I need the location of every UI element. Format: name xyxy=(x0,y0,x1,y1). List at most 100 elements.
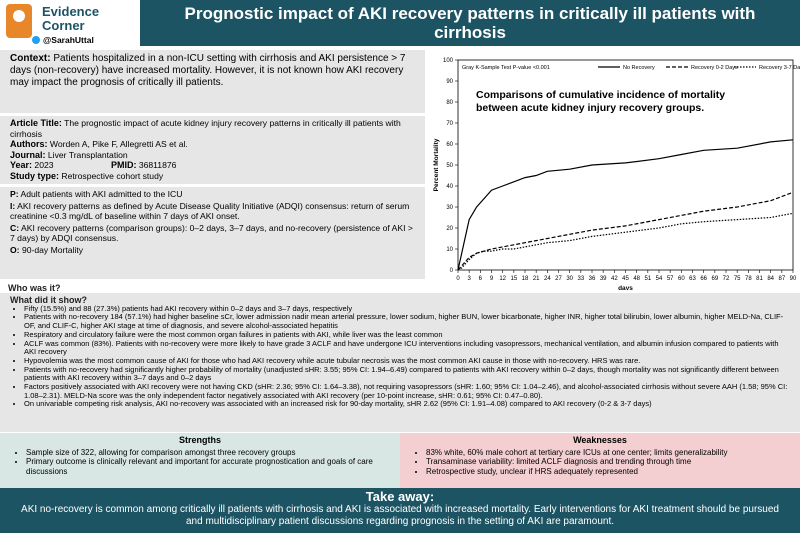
x-tick-label: 45 xyxy=(622,276,629,282)
x-tick-label: 30 xyxy=(566,276,573,282)
x-tick-label: 66 xyxy=(700,276,707,282)
section-title: What did it show? xyxy=(10,295,87,305)
chart-bg xyxy=(428,50,800,290)
takeaway-text: AKI no-recovery is common among critical… xyxy=(21,504,779,527)
legend-label: Recovery 3-7 Days xyxy=(759,65,800,71)
text: The prognostic impact of acute kidney in… xyxy=(10,118,401,139)
x-tick-label: 69 xyxy=(711,276,718,282)
x-tick-label: 6 xyxy=(479,276,483,282)
logo-art: Evidence Corner @SarahUttal xyxy=(6,4,99,45)
text: Adult patients with AKI admitted to the … xyxy=(20,189,183,199)
x-tick-label: 81 xyxy=(756,276,763,282)
y-tick-label: 10 xyxy=(446,247,453,253)
label: PMID: xyxy=(110,160,137,171)
x-tick-label: 39 xyxy=(600,276,607,282)
bullet: ACLF was common (83%). Patients with no-… xyxy=(24,339,790,357)
bullet: Patients with no-recovery had significan… xyxy=(24,365,790,383)
weaknesses: Weaknesses 83% white, 60% male cohort at… xyxy=(400,433,800,488)
y-tick-label: 30 xyxy=(446,205,453,211)
pico-item: C: AKI recovery patterns (comparison gro… xyxy=(10,223,415,244)
legend-label: Recovery 0-2 Days xyxy=(691,65,738,71)
text: 90-day Mortality xyxy=(21,244,84,255)
label: Year: xyxy=(10,160,33,171)
annotation: Gray K-Sample Test P-value <0.001 xyxy=(462,65,550,71)
chart-caption: Comparisons of cumulative incidence of m… xyxy=(476,89,725,114)
logo-icon xyxy=(13,10,25,22)
text: Worden A, Pike F, Allegretti AS et al. xyxy=(49,139,188,150)
x-tick-label: 15 xyxy=(510,276,517,282)
x-tick-label: 57 xyxy=(667,276,674,282)
pico: P: Adult patients with AKI admitted to t… xyxy=(0,187,425,279)
label: Journal: xyxy=(10,149,46,160)
x-tick-label: 48 xyxy=(633,276,640,282)
text: 36811876 xyxy=(138,160,177,171)
takeaway: Take away: AKI no-recovery is common amo… xyxy=(0,488,800,533)
series-line xyxy=(457,191,794,271)
y-tick-label: 20 xyxy=(446,226,453,232)
section-title: Strengths xyxy=(178,435,221,445)
bullet-list: Sample size of 322, allowing for compari… xyxy=(12,448,388,477)
pico-item: P: Adult patients with AKI admitted to t… xyxy=(10,189,415,200)
label: O: xyxy=(10,244,20,255)
x-tick-label: 3 xyxy=(467,276,471,282)
bullet: Transaminase variability: limited ACLF d… xyxy=(426,457,788,467)
x-tick-label: 87 xyxy=(778,276,785,282)
bullet: Retrospective study, unclear if HRS adeq… xyxy=(426,467,788,477)
pico-item: I: AKI recovery patterns as defined by A… xyxy=(10,201,415,222)
x-tick-label: 24 xyxy=(544,276,551,282)
text: Retrospective cohort study xyxy=(61,170,164,181)
bullet: On univariable competing risk analysis, … xyxy=(24,400,790,409)
y-tick-label: 70 xyxy=(446,121,453,127)
x-tick-label: 36 xyxy=(589,276,596,282)
x-tick-label: 18 xyxy=(522,276,529,282)
x-tick-label: 84 xyxy=(767,276,774,282)
x-tick-label: 54 xyxy=(656,276,663,282)
label: P: xyxy=(10,189,19,199)
bullet: 83% white, 60% male cohort at tertiary c… xyxy=(426,448,788,458)
article-info: Article Title: The prognostic impact of … xyxy=(0,116,425,184)
takeaway-title: Take away: xyxy=(365,489,435,504)
x-tick-label: 75 xyxy=(734,276,741,282)
label: C: xyxy=(10,222,20,233)
x-tick-label: 42 xyxy=(611,276,618,282)
bullet: Fifty (15.5%) and 88 (27.3%) patients ha… xyxy=(24,304,790,314)
bullet: Sample size of 322, allowing for compari… xyxy=(26,448,388,458)
logo: Evidence Corner @SarahUttal xyxy=(0,0,140,46)
x-tick-label: 63 xyxy=(689,276,696,282)
series-line xyxy=(457,139,794,271)
x-tick-label: 78 xyxy=(745,276,752,282)
section-title: Who was it? xyxy=(8,283,61,293)
x-tick-label: 9 xyxy=(490,276,494,282)
label: Article Title: xyxy=(10,118,62,128)
text: 2023 xyxy=(34,160,54,171)
y-tick-label: 80 xyxy=(446,100,453,106)
x-tick-label: 21 xyxy=(533,276,540,282)
text: AKI recovery patterns as defined by Acut… xyxy=(10,200,410,222)
bullet: Primary outcome is clinically relevant a… xyxy=(26,457,388,476)
twitter-icon xyxy=(32,36,40,44)
pico-item: O: 90-day Mortality xyxy=(10,245,415,256)
x-tick-label: 12 xyxy=(499,276,506,282)
x-tick-label: 90 xyxy=(790,276,797,282)
label: Context: xyxy=(10,53,51,64)
x-tick-label: 51 xyxy=(644,276,651,282)
bullet: Patients with no-recovery 184 (57.1%) ha… xyxy=(24,312,790,330)
handle: @SarahUttal xyxy=(43,35,94,45)
y-tick-label: 40 xyxy=(446,184,453,190)
results-section: What did it show? Fifty (15.5%) and 88 (… xyxy=(0,293,800,432)
y-axis-label: Percent Mortality xyxy=(433,138,440,191)
label: Authors: xyxy=(10,139,48,150)
text: AKI recovery patterns (comparison groups… xyxy=(10,222,413,244)
bullet: Respiratory and circulatory failure were… xyxy=(24,330,790,340)
y-tick-label: 100 xyxy=(443,58,454,64)
bullet: Factors positively associated with AKI r… xyxy=(24,382,790,400)
x-tick-label: 72 xyxy=(723,276,730,282)
strengths: Strengths Sample size of 322, allowing f… xyxy=(0,433,400,488)
title: Prognostic impact of AKI recovery patter… xyxy=(140,0,800,46)
x-tick-label: 0 xyxy=(456,276,460,282)
brand: Corner xyxy=(42,18,85,33)
label: I: xyxy=(10,200,16,211)
y-tick-label: 90 xyxy=(446,79,453,85)
brand: Evidence xyxy=(42,4,99,19)
label: Study type: xyxy=(10,170,60,181)
